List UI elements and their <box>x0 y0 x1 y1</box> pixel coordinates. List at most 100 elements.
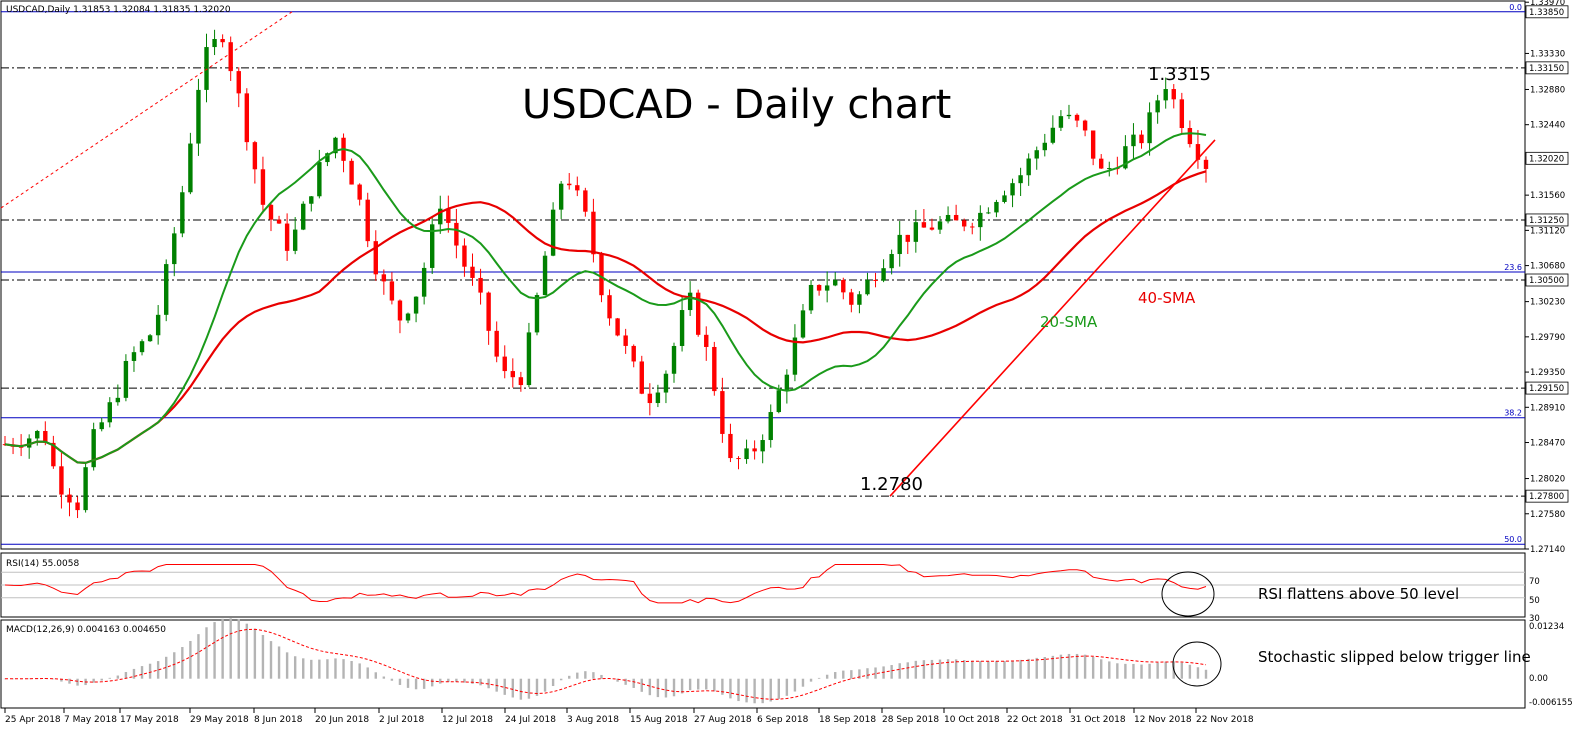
macd-bar <box>1140 664 1143 679</box>
macd-bar <box>753 678 756 704</box>
macd-bar <box>269 641 273 679</box>
time-tick-label: 6 Sep 2018 <box>757 715 809 725</box>
macd-bar <box>632 678 635 688</box>
candle-body <box>107 402 112 423</box>
time-tick-label: 27 Aug 2018 <box>694 715 752 725</box>
time-tick-label: 8 Jun 2018 <box>254 715 303 725</box>
macd-bar <box>350 661 353 679</box>
candle-body <box>913 222 919 242</box>
price-tick-label: 1.27140 <box>1530 545 1565 555</box>
macd-bar <box>318 659 321 679</box>
candle-body <box>567 183 572 186</box>
candle-body <box>865 279 870 295</box>
macd-bar <box>850 670 853 679</box>
candle-body <box>1163 89 1168 101</box>
candle-body <box>1139 134 1144 144</box>
macd-bar <box>382 676 386 679</box>
rsi-level-50: 50 <box>1529 596 1540 606</box>
candle-body <box>744 448 749 460</box>
macd-bar <box>1011 660 1014 679</box>
macd-bar <box>229 618 232 679</box>
candle-body <box>575 185 580 191</box>
time-tick-label: 2 Jul 2018 <box>379 715 424 725</box>
time-axis: 25 Apr 2018 7 May 2018 17 May 2018 29 May 2… <box>4 708 1254 725</box>
candle-body <box>921 222 927 228</box>
candle-body <box>1203 159 1209 169</box>
macd-bar <box>414 678 418 690</box>
candle-body <box>1123 146 1128 169</box>
price-box <box>1525 273 1569 287</box>
macd-bar <box>293 656 297 679</box>
candle-body <box>1179 99 1185 129</box>
macd-bar <box>156 661 160 679</box>
candle-body <box>720 391 725 434</box>
macd-bar <box>1188 664 1192 679</box>
price-box-label: 1.30500 <box>1529 276 1564 286</box>
macd-bar <box>987 661 990 679</box>
candle-body <box>526 332 532 386</box>
candle-body <box>188 143 193 193</box>
candle-body <box>139 341 145 353</box>
candle-body <box>99 422 104 430</box>
macd-bar <box>1067 653 1071 679</box>
macd-title: MACD(12,26,9) 0.004163 0.004650 <box>6 625 166 635</box>
candle-body <box>937 221 943 230</box>
candle-body <box>1155 100 1160 113</box>
macd-bar <box>422 678 426 689</box>
candle-body <box>1187 128 1193 145</box>
macd-bar <box>398 678 402 685</box>
candle-body <box>905 234 910 242</box>
candle-body <box>849 292 854 305</box>
candle-body <box>220 39 225 43</box>
candle-body <box>252 142 258 170</box>
candle-body <box>1107 168 1112 170</box>
candle-body <box>59 466 64 495</box>
macd-bar <box>439 678 442 684</box>
candle-body <box>687 292 693 311</box>
high-annotation: 1.3315 <box>1148 64 1211 85</box>
macd-bar <box>535 678 539 696</box>
candle-body <box>486 292 491 331</box>
macd-bar <box>11 678 15 680</box>
macd-tick-top: 0.01234 <box>1529 622 1564 632</box>
time-tick-label: 7 May 2018 <box>64 715 117 725</box>
fib-level-label: 50.0 <box>1504 535 1522 544</box>
macd-bar <box>487 678 490 689</box>
candle-body <box>881 268 886 281</box>
macd-bar <box>213 622 216 679</box>
candle-body <box>446 208 451 223</box>
macd-bar <box>898 663 901 679</box>
candle-body <box>550 209 556 256</box>
candle-body <box>373 241 378 275</box>
time-tick-label: 17 May 2018 <box>120 715 179 725</box>
price-tick-label: 1.29350 <box>1530 368 1565 378</box>
macd-bar <box>463 678 466 683</box>
time-tick-label: 22 Nov 2018 <box>1196 715 1254 725</box>
macd-bar <box>906 662 909 679</box>
candle-body <box>534 295 540 333</box>
price-box <box>1525 151 1569 165</box>
candle-body <box>816 284 822 291</box>
candle-body <box>833 279 838 286</box>
macd-highlight-circle <box>1172 641 1222 687</box>
macd-bar <box>938 659 942 679</box>
macd-bar <box>721 678 724 695</box>
macd-bar <box>455 678 458 682</box>
price-box-label: 1.33850 <box>1529 8 1564 18</box>
macd-bar <box>60 678 63 682</box>
time-tick-label: 3 Aug 2018 <box>567 715 619 725</box>
candle-body <box>1026 158 1031 176</box>
price-tick-label: 1.32880 <box>1530 85 1565 95</box>
candle-body <box>647 393 653 404</box>
candle-body <box>1042 142 1047 151</box>
candle-body <box>365 199 370 242</box>
candle-body <box>228 42 233 72</box>
macd-bar <box>108 677 111 679</box>
candle-body <box>236 71 241 94</box>
macd-bar <box>543 678 547 692</box>
macd-bar <box>737 678 740 702</box>
macd-bar <box>825 674 829 679</box>
price-tick-label: 1.33970 <box>1530 0 1565 8</box>
macd-bar <box>181 647 184 679</box>
